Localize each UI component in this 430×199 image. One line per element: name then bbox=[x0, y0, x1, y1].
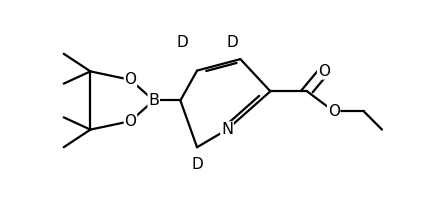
Text: B: B bbox=[148, 93, 159, 108]
Text: D: D bbox=[191, 157, 203, 172]
Text: N: N bbox=[221, 122, 233, 137]
Text: D: D bbox=[226, 35, 238, 50]
Text: O: O bbox=[328, 104, 340, 119]
Text: D: D bbox=[176, 35, 188, 50]
Text: O: O bbox=[124, 114, 136, 129]
Text: O: O bbox=[124, 72, 136, 87]
Text: O: O bbox=[318, 64, 330, 79]
